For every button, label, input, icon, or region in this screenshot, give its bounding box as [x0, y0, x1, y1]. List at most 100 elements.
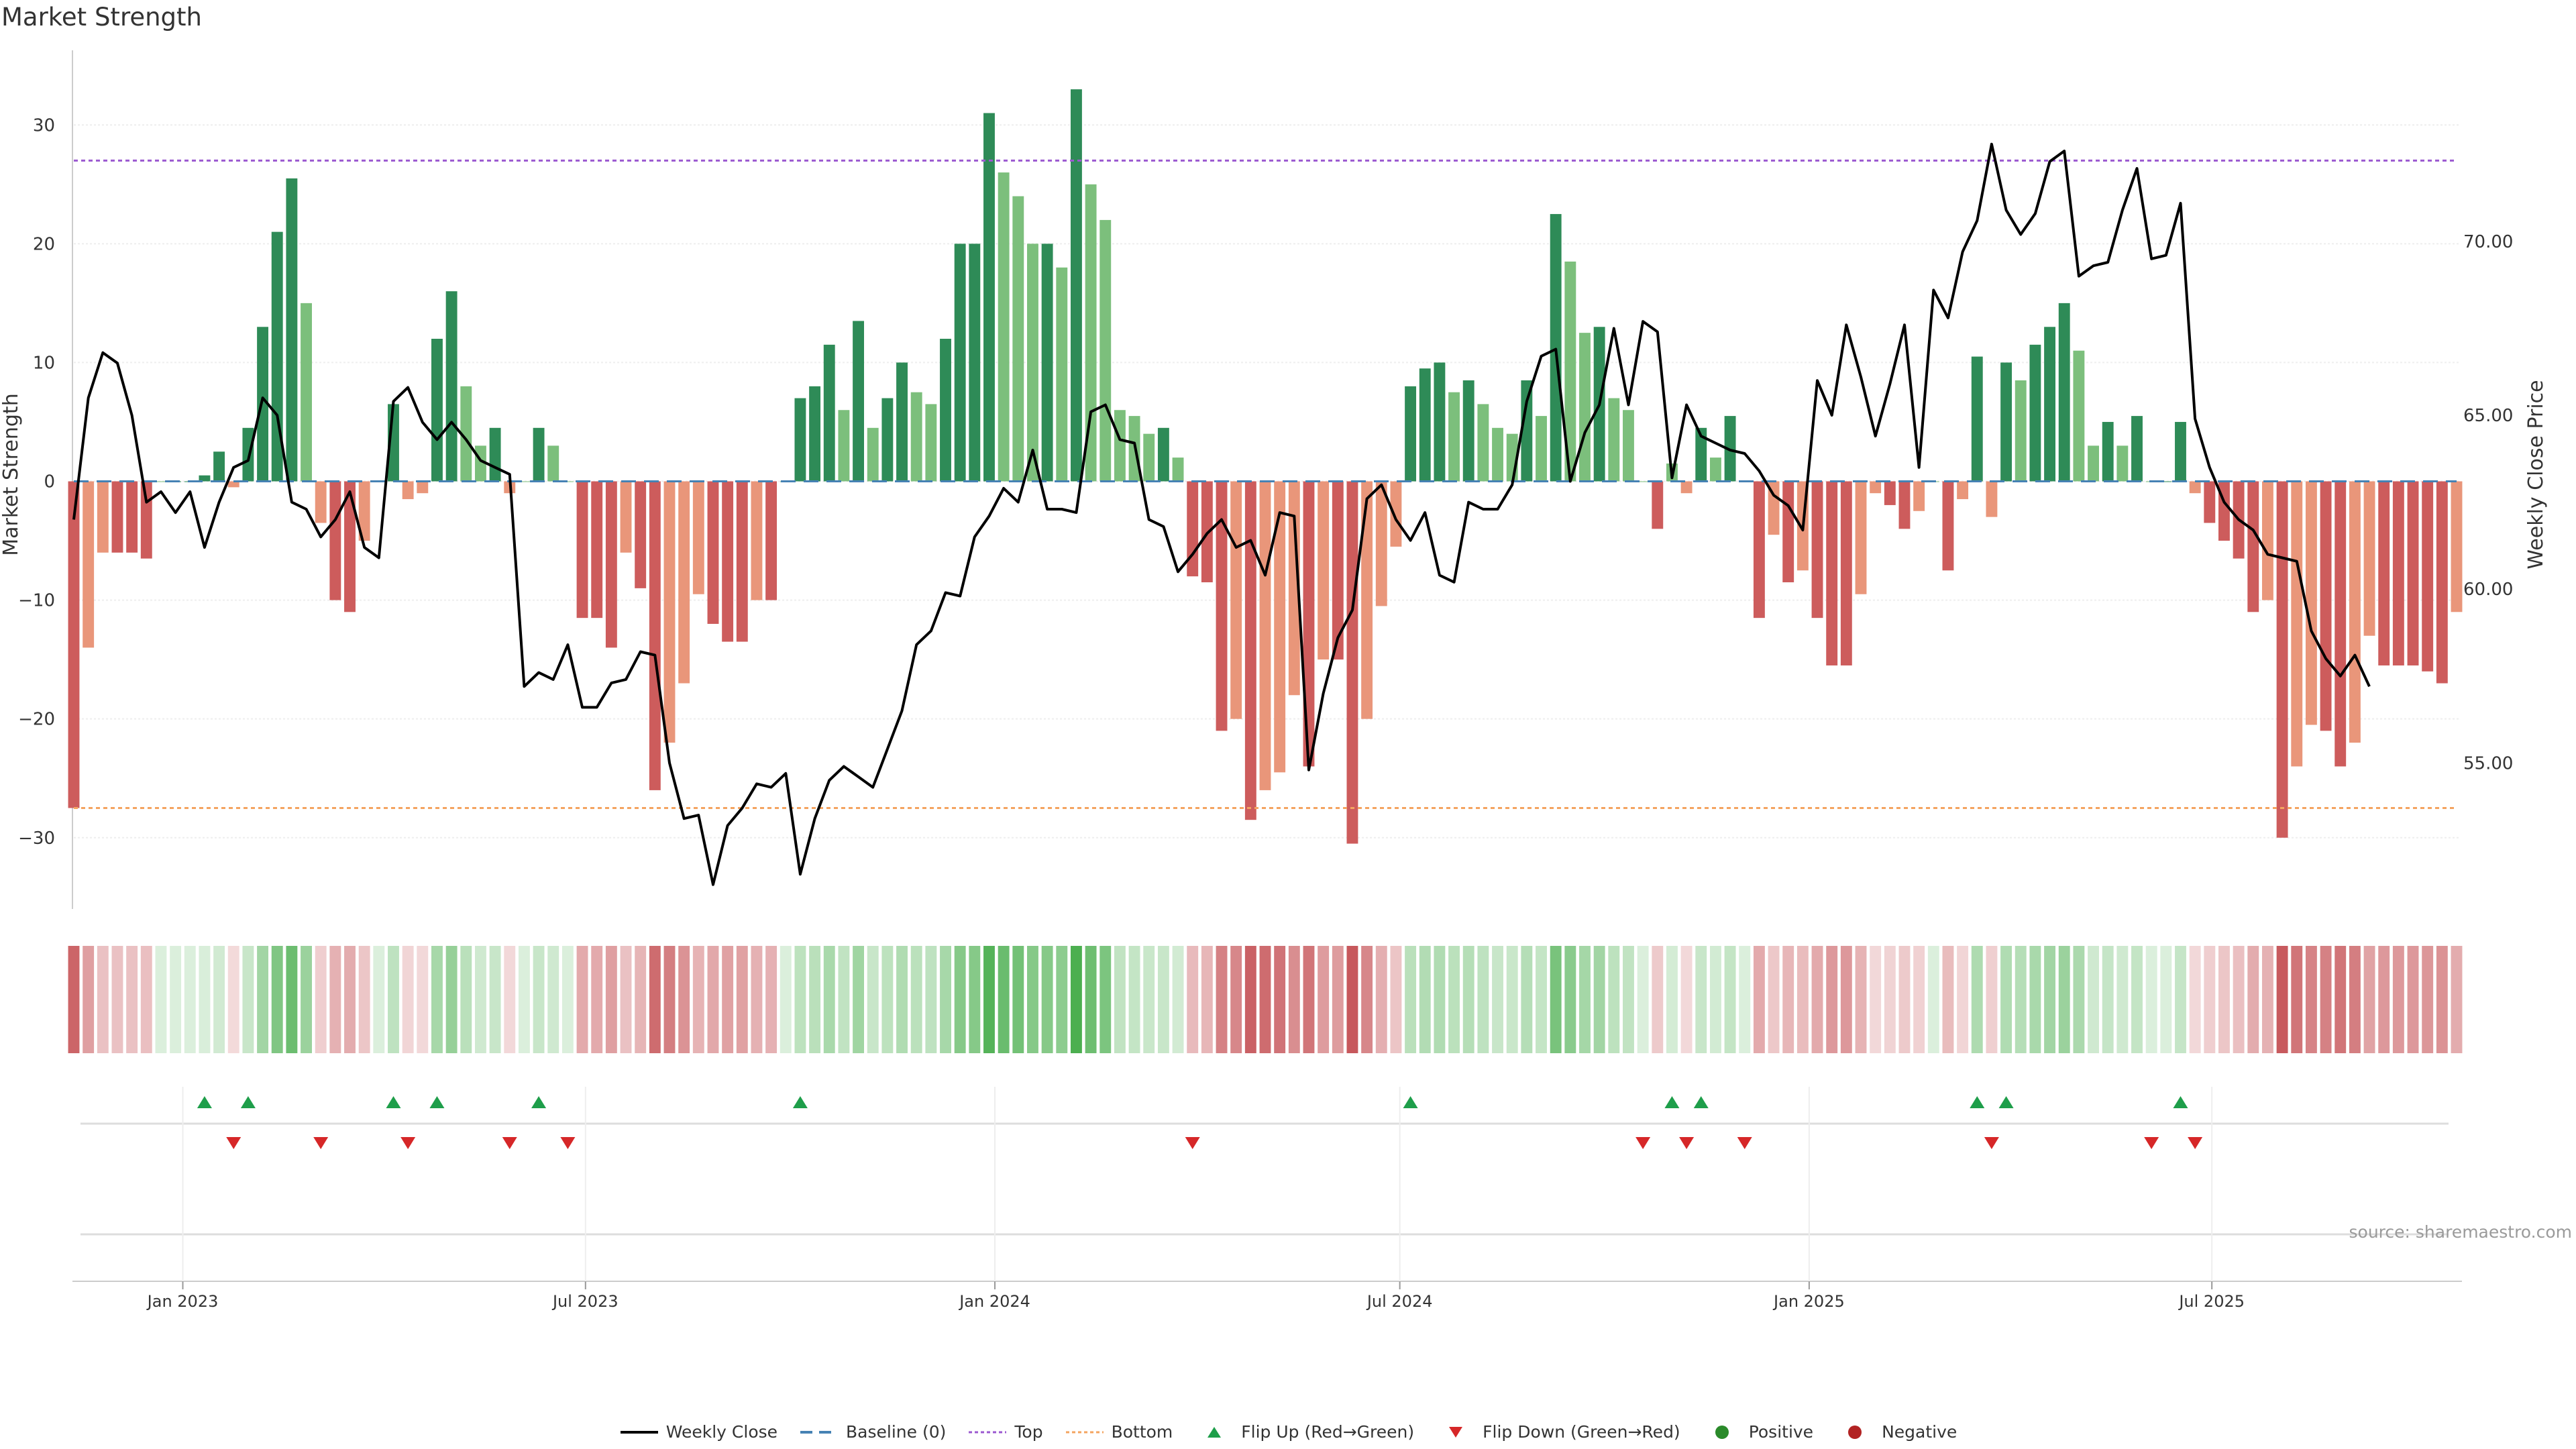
strength-bar [2116, 445, 2129, 482]
strength-bar [1244, 481, 1256, 820]
dotted-line-icon [969, 1431, 1007, 1433]
heat-cell [1884, 946, 1896, 1053]
strength-bar [1564, 261, 1576, 482]
heat-cell [388, 946, 399, 1053]
y-tick-label: −10 [18, 591, 55, 611]
heat-cell [1550, 946, 1562, 1053]
heat-cell [1623, 946, 1634, 1053]
heat-cell [97, 946, 109, 1053]
strength-bar [2204, 481, 2216, 523]
heat-cell [1375, 946, 1387, 1053]
strength-bar [2291, 481, 2303, 767]
strength-bar [2422, 481, 2434, 672]
strength-bar [301, 303, 312, 482]
strength-bar [722, 481, 734, 642]
dotted-line-icon [1065, 1431, 1104, 1433]
strength-bar [765, 481, 777, 600]
strength-bar [1782, 481, 1794, 583]
legend-label: Flip Down (Green→Red) [1483, 1422, 1680, 1442]
heat-cell [1695, 946, 1707, 1053]
heat-cell [1099, 946, 1112, 1053]
heat-cell [1143, 946, 1155, 1053]
heat-cell [692, 946, 704, 1053]
heat-cell [1492, 946, 1503, 1053]
heat-cell [1172, 946, 1184, 1053]
legend-label: Top [1014, 1422, 1043, 1442]
y2-tick-label: 55.00 [2463, 753, 2513, 773]
flip-down-marker [400, 1137, 416, 1149]
heat-cell [620, 946, 632, 1053]
heat-cell [1680, 946, 1693, 1053]
strength-bar [707, 481, 719, 624]
strength-bar [2276, 481, 2288, 838]
heat-cell [213, 946, 225, 1053]
heat-cell [431, 946, 443, 1053]
strength-bar [591, 481, 603, 619]
y-tick-label: 10 [33, 353, 55, 373]
heat-cell [126, 946, 138, 1053]
weekly-close-line [72, 142, 2371, 886]
heat-cell [1579, 946, 1591, 1053]
strength-bar [1143, 433, 1155, 482]
strength-bar [1680, 481, 1693, 494]
heat-cell [199, 946, 211, 1053]
strength-bar [1826, 481, 1838, 665]
strength-bar [329, 481, 341, 600]
heat-cell [2320, 946, 2332, 1053]
strength-bar [823, 344, 835, 482]
heat-cell [1041, 946, 1053, 1053]
heat-cell [2436, 946, 2448, 1053]
strength-bar [1623, 410, 1634, 482]
strength-bar [969, 244, 981, 482]
heat-cell [663, 946, 676, 1053]
strength-bar [533, 427, 545, 482]
heat-cell [1462, 946, 1474, 1053]
heat-cell [1768, 946, 1780, 1053]
heat-cell [1957, 946, 1969, 1053]
strength-bar [896, 362, 908, 482]
strength-bar [853, 321, 865, 482]
heat-cell [1405, 946, 1417, 1053]
flip-down-marker [1185, 1137, 1200, 1149]
strength-bar [2436, 481, 2448, 684]
flip-down-marker [1737, 1137, 1752, 1149]
heat-cell [1898, 946, 1911, 1053]
heat-cell [1448, 946, 1460, 1053]
strength-bar [1070, 89, 1082, 482]
strength-bar [417, 481, 429, 494]
strength-bar [140, 481, 152, 559]
flip-up-marker [1998, 1096, 2014, 1108]
heat-cell [68, 946, 80, 1053]
heat-cell [504, 946, 516, 1053]
strength-bar [2088, 445, 2099, 482]
strength-bar [1986, 481, 1998, 517]
legend-label: Positive [1748, 1422, 1814, 1442]
heat-cell [751, 946, 763, 1053]
y-axis-label: Market Strength [0, 393, 23, 555]
heat-cell [794, 946, 806, 1053]
heat-cell [1536, 946, 1547, 1053]
dashed-line-icon [800, 1430, 839, 1434]
strength-bar [2058, 303, 2070, 482]
strength-bar [925, 404, 937, 482]
heat-cell [1230, 946, 1242, 1053]
strength-bar [1608, 398, 1620, 482]
flip-up-marker [429, 1096, 445, 1108]
strength-bar [1884, 481, 1896, 505]
heat-cell [2233, 946, 2245, 1053]
flip-down-marker [2188, 1137, 2203, 1149]
strength-bar [635, 481, 647, 588]
strength-bar [1652, 481, 1664, 529]
flip-up-marker [240, 1096, 256, 1108]
heat-cell [896, 946, 908, 1053]
strength-bar [940, 339, 951, 482]
heat-cell [1826, 946, 1838, 1053]
flip-up-marker [1693, 1096, 1709, 1108]
strength-bar [1462, 380, 1474, 482]
heat-cell [983, 946, 995, 1053]
strength-bar [1012, 196, 1024, 482]
legend-item-bottom: Bottom [1065, 1422, 1173, 1442]
x-tick-label: Jul 2024 [1366, 1292, 1433, 1311]
heat-cell [2422, 946, 2434, 1053]
strength-bar [1477, 404, 1489, 482]
